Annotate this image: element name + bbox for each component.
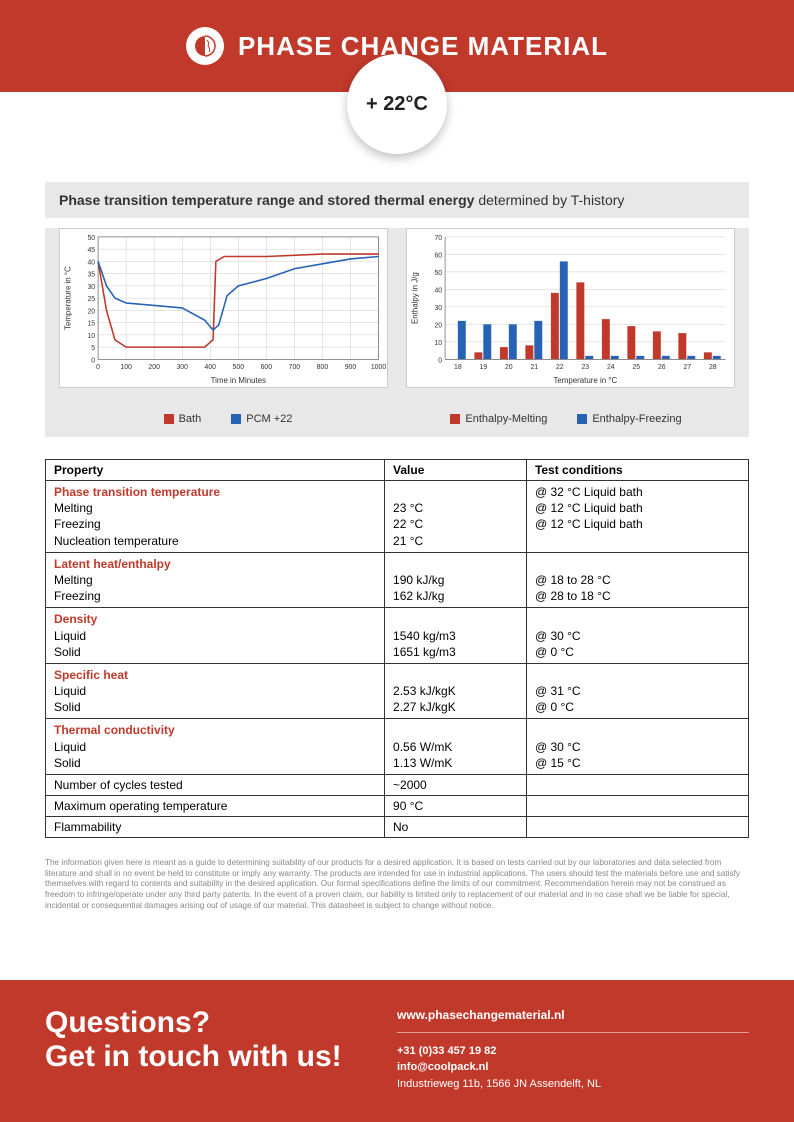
page: PHASE CHANGE MATERIAL + 22°C Phase trans… [0, 0, 794, 1122]
svg-text:21: 21 [530, 364, 538, 371]
svg-text:24: 24 [607, 364, 615, 371]
svg-text:20: 20 [87, 308, 95, 315]
footer-q1: Questions? [45, 1006, 397, 1041]
temp-badge: + 22°C [347, 54, 447, 154]
svg-text:0: 0 [91, 357, 95, 364]
table-header: Value [385, 460, 527, 481]
svg-text:Temperature in °C: Temperature in °C [63, 266, 72, 330]
svg-text:900: 900 [345, 364, 357, 371]
svg-text:28: 28 [709, 364, 717, 371]
section-heading: Phase transition temperature range and s… [45, 182, 749, 218]
svg-text:23: 23 [581, 364, 589, 371]
section-heading-rest: determined by T-history [474, 192, 624, 208]
properties-table: PropertyValueTest conditions Phase trans… [45, 459, 749, 838]
section-heading-bold: Phase transition temperature range and s… [59, 192, 474, 208]
disclaimer: The information given here is meant as a… [45, 858, 749, 911]
footer-phone: +31 (0)33 457 19 82 [397, 1043, 749, 1060]
table-row: Latent heat/enthalpyMeltingFreezing 190 … [46, 552, 749, 608]
temp-badge-wrap: + 22°C [0, 54, 794, 154]
legend-right: Enthalpy-Melting Enthalpy-Freezing [397, 413, 735, 425]
bar-chart: 0 10 20 30 40 50 60 70 18 19 20 21 22 23 24 25 26 27 28 Tem… [406, 228, 735, 393]
footer-email[interactable]: info@coolpack.nl [397, 1059, 749, 1076]
svg-text:800: 800 [317, 364, 329, 371]
svg-text:50: 50 [434, 270, 442, 277]
footer: Questions? Get in touch with us! www.pha… [0, 980, 794, 1122]
svg-text:50: 50 [87, 235, 95, 242]
legend-item: Enthalpy-Freezing [577, 413, 681, 425]
svg-text:0: 0 [438, 357, 442, 364]
svg-text:40: 40 [87, 259, 95, 266]
footer-left: Questions? Get in touch with us! [45, 1006, 397, 1093]
table-header: Property [46, 460, 385, 481]
line-chart: 0510152025303540455001002003004005006007… [59, 228, 388, 393]
footer-q2: Get in touch with us! [45, 1040, 397, 1075]
svg-text:10: 10 [434, 340, 442, 347]
table-row: DensityLiquidSolid 1540 kg/m31651 kg/m3 … [46, 608, 749, 664]
svg-text:25: 25 [87, 296, 95, 303]
svg-text:70: 70 [434, 235, 442, 242]
legend-item: Bath [164, 413, 202, 425]
svg-text:35: 35 [87, 272, 95, 279]
line-chart-svg: 0510152025303540455001002003004005006007… [59, 228, 388, 388]
footer-site[interactable]: www.phasechangematerial.nl [397, 1006, 749, 1033]
svg-text:500: 500 [233, 364, 245, 371]
legend-item: Enthalpy-Melting [450, 413, 547, 425]
svg-text:1000: 1000 [371, 364, 387, 371]
svg-text:10: 10 [87, 333, 95, 340]
svg-text:26: 26 [658, 364, 666, 371]
svg-text:22: 22 [556, 364, 564, 371]
charts-row: 0510152025303540455001002003004005006007… [45, 228, 749, 407]
svg-text:60: 60 [434, 252, 442, 259]
svg-text:40: 40 [434, 287, 442, 294]
footer-right: www.phasechangematerial.nl +31 (0)33 457… [397, 1006, 749, 1093]
table-row: Phase transition temperatureMeltingFreez… [46, 481, 749, 553]
legend-item: PCM +22 [231, 413, 292, 425]
footer-address: Industrieweg 11b, 1566 JN Assendelft, NL [397, 1076, 749, 1093]
svg-text:20: 20 [505, 364, 513, 371]
svg-text:Temperature in °C: Temperature in °C [553, 376, 617, 385]
table-header: Test conditions [526, 460, 748, 481]
table-row: FlammabilityNo [46, 817, 749, 838]
svg-text:0: 0 [96, 364, 100, 371]
legend-row: Bath PCM +22 Enthalpy-Melting Enthalpy-Fre… [45, 407, 749, 437]
legend-left: Bath PCM +22 [59, 413, 397, 425]
table-row: Number of cycles tested~2000 [46, 775, 749, 796]
svg-text:300: 300 [176, 364, 188, 371]
table-row: Maximum operating temperature90 °C [46, 796, 749, 817]
svg-text:200: 200 [148, 364, 160, 371]
svg-text:100: 100 [120, 364, 132, 371]
svg-text:30: 30 [87, 284, 95, 291]
svg-text:Time in Minutes: Time in Minutes [211, 376, 266, 385]
table-row: Thermal conductivityLiquidSolid 0.56 W/m… [46, 719, 749, 775]
bar-chart-svg: 0 10 20 30 40 50 60 70 18 19 20 21 22 23 24 25 26 27 28 Tem… [406, 228, 735, 388]
svg-text:25: 25 [632, 364, 640, 371]
svg-text:Enthalpy in J/g: Enthalpy in J/g [410, 272, 419, 324]
svg-text:600: 600 [261, 364, 273, 371]
content: Phase transition temperature range and s… [0, 154, 794, 911]
svg-text:400: 400 [205, 364, 217, 371]
svg-text:5: 5 [91, 345, 95, 352]
svg-text:19: 19 [479, 364, 487, 371]
svg-text:30: 30 [434, 305, 442, 312]
svg-text:18: 18 [454, 364, 462, 371]
svg-text:15: 15 [87, 321, 95, 328]
table-row: Specific heatLiquidSolid 2.53 kJ/kgK2.27… [46, 663, 749, 719]
svg-text:700: 700 [289, 364, 301, 371]
svg-text:20: 20 [434, 322, 442, 329]
svg-text:27: 27 [683, 364, 691, 371]
svg-text:45: 45 [87, 247, 95, 254]
